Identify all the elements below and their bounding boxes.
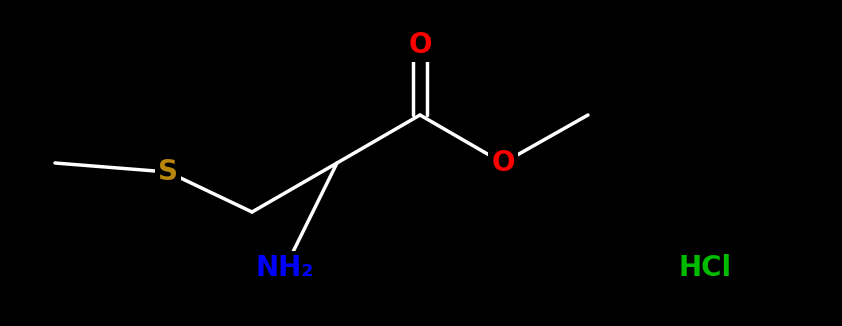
Text: S: S: [158, 158, 178, 186]
Text: O: O: [491, 149, 514, 177]
Text: O: O: [408, 31, 432, 59]
Text: HCl: HCl: [679, 254, 732, 282]
Text: NH₂: NH₂: [256, 254, 314, 282]
